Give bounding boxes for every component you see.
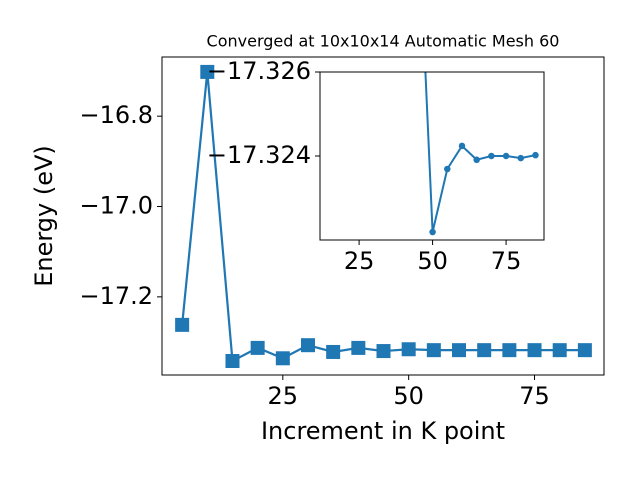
y-axis-label: Energy (eV) xyxy=(30,145,58,287)
marker xyxy=(502,152,510,160)
y-tick-label: −17.324 xyxy=(207,141,311,169)
y-tick-label: −16.8 xyxy=(79,101,153,129)
marker xyxy=(250,340,265,355)
plot xyxy=(424,72,539,236)
x-axis-label: Increment in K point xyxy=(261,417,505,445)
y-tick-label: −17.326 xyxy=(207,57,311,85)
chart-title: Converged at 10x10x14 Automatic Mesh 60 xyxy=(207,32,560,51)
marker xyxy=(200,64,215,79)
marker xyxy=(326,344,341,359)
x-tick-label: 50 xyxy=(393,382,424,410)
marker xyxy=(300,338,315,353)
marker xyxy=(473,156,480,164)
x-tick-label: 50 xyxy=(417,247,448,275)
axes-frame xyxy=(161,56,605,376)
x-tick-label: 75 xyxy=(491,247,522,275)
marker xyxy=(532,151,539,159)
marker xyxy=(452,343,467,358)
marker xyxy=(577,343,592,358)
x-tick-label: 25 xyxy=(344,247,375,275)
marker xyxy=(477,343,492,358)
marker xyxy=(458,142,466,150)
marker xyxy=(175,317,190,332)
x-tick-label: 25 xyxy=(268,382,299,410)
marker xyxy=(426,343,441,358)
marker xyxy=(225,353,240,368)
marker xyxy=(517,154,525,162)
marker xyxy=(275,351,290,366)
marker xyxy=(502,343,517,358)
marker xyxy=(488,152,495,160)
y-tick-label: −17.2 xyxy=(79,282,153,310)
marker xyxy=(351,340,366,355)
marker xyxy=(552,343,567,358)
x-tick-label: 75 xyxy=(519,382,550,410)
plot xyxy=(175,64,592,368)
marker xyxy=(376,344,391,359)
marker xyxy=(429,228,436,236)
marker xyxy=(444,165,451,173)
marker xyxy=(401,342,416,357)
y-tick-label: −17.0 xyxy=(79,192,153,220)
marker xyxy=(527,343,542,358)
